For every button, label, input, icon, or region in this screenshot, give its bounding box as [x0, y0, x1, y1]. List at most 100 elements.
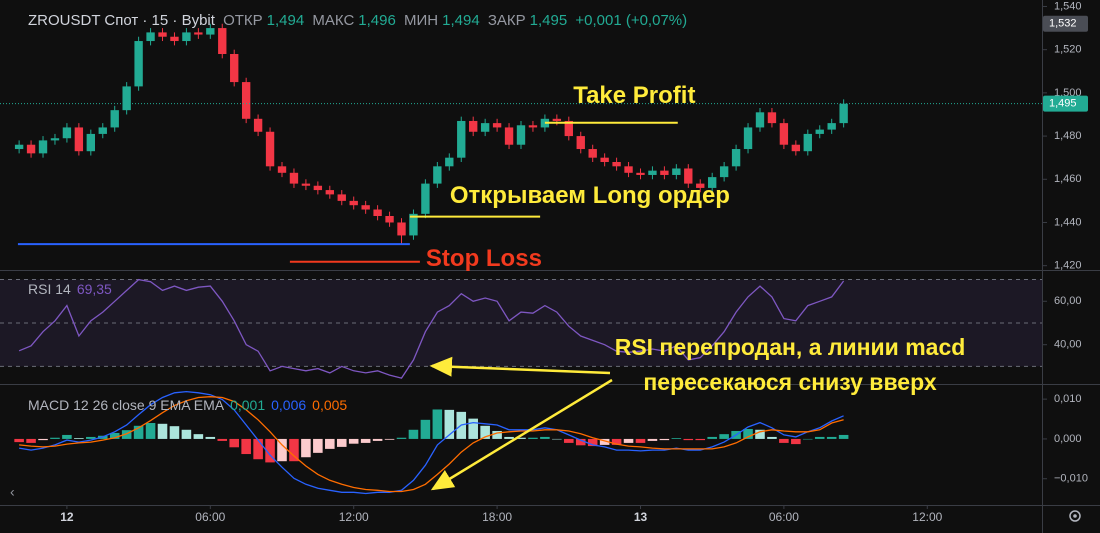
y-tick-label: 1,440	[1054, 216, 1082, 228]
histogram-bar	[599, 438, 610, 445]
candle-body	[660, 170, 669, 175]
histogram-bar	[384, 438, 395, 440]
legend-value: 1,494	[266, 12, 305, 29]
scroll-left[interactable]: ‹	[10, 484, 15, 500]
y-tick-label: 1,420	[1054, 260, 1082, 272]
candle-body	[755, 112, 765, 128]
y-tick-label: 40,00	[1054, 339, 1082, 351]
histogram-bar	[86, 436, 96, 439]
histogram-bar	[62, 434, 72, 439]
histogram-bar	[205, 436, 216, 439]
candle-body	[289, 172, 299, 184]
change: +0,001 (+0,07%)	[575, 12, 688, 29]
histogram-bar	[755, 429, 765, 439]
histogram-bar	[26, 438, 36, 443]
candle-body	[552, 118, 562, 121]
histogram-bar	[587, 438, 598, 447]
settings-icon[interactable]	[1069, 510, 1081, 522]
candle-body	[397, 222, 406, 236]
candle-body	[170, 36, 179, 42]
histogram-bar	[719, 434, 729, 439]
histogram-bar	[360, 438, 371, 443]
histogram-bar	[348, 438, 359, 444]
histogram-bar	[767, 436, 777, 439]
histogram-bar	[635, 438, 646, 443]
histogram-bar	[241, 438, 251, 455]
y-tick-label: −0,010	[1054, 473, 1088, 485]
candle-body	[373, 209, 382, 216]
histogram-bar	[372, 438, 383, 441]
histogram-bar	[838, 434, 849, 439]
histogram-bar	[14, 438, 24, 443]
histogram-bar	[181, 429, 192, 439]
y-tick-label: 1,460	[1054, 173, 1082, 185]
histogram-bar	[420, 419, 431, 439]
candle-body	[14, 144, 24, 150]
histogram-bar	[528, 437, 538, 439]
candle-body	[146, 32, 155, 42]
annotation-label: Открываем Long ордер	[450, 182, 730, 209]
rsi-title: RSI 14	[28, 281, 71, 297]
histogram-bar	[336, 438, 347, 447]
histogram-bar	[408, 429, 419, 439]
candle-body	[325, 190, 334, 195]
candle-body	[194, 32, 203, 35]
histogram-bar	[253, 438, 263, 460]
symbol: ZROUSDT Спот · 15 · Bybit	[28, 12, 215, 29]
x-tick-label: 06:00	[195, 510, 225, 524]
histogram-bar	[492, 430, 502, 439]
x-tick-label: 18:00	[482, 510, 512, 524]
candle-body	[528, 125, 538, 128]
histogram-bar	[611, 438, 622, 445]
candle-body	[696, 183, 705, 188]
y-tick-label: 0,010	[1054, 393, 1082, 405]
histogram-bar	[157, 423, 168, 439]
annotation-label: пересекаюся снизу вверх	[643, 369, 936, 395]
histogram-bar	[826, 436, 837, 439]
candle-body	[421, 183, 430, 214]
histogram-bar	[695, 438, 706, 441]
candle-body	[743, 127, 753, 150]
rsi-legend: RSI 14 69,35	[28, 281, 118, 297]
x-tick-label: 13	[634, 510, 648, 524]
candle-body	[684, 168, 693, 184]
histogram-bar	[468, 418, 478, 439]
candle-body	[253, 118, 263, 132]
candle-body	[110, 110, 119, 128]
candle-body	[731, 149, 741, 167]
candle-body	[433, 166, 442, 184]
candle-body	[313, 185, 323, 191]
candle-body	[815, 129, 824, 134]
candle-body	[265, 131, 275, 167]
arrow	[429, 356, 611, 377]
histogram-bar	[803, 438, 813, 440]
histogram-bar	[575, 438, 586, 446]
candle-body	[301, 183, 311, 186]
candle-body	[767, 112, 777, 124]
candle-body	[445, 157, 454, 167]
last-price-box	[1043, 95, 1088, 112]
candle-body	[480, 123, 490, 132]
legend-label: МИН	[404, 12, 439, 29]
candle-body	[672, 168, 681, 175]
candle-body	[457, 120, 466, 158]
candle-body	[62, 127, 72, 139]
histogram-bar	[683, 438, 694, 441]
histogram-bar	[779, 438, 789, 443]
candle-body	[719, 166, 729, 178]
candle-body	[600, 157, 609, 162]
histogram-bar	[504, 436, 514, 439]
histogram-bar	[50, 437, 60, 439]
candle-body	[230, 54, 239, 83]
header: ZROUSDT Спот · 15 · Bybit ОТКР 1,494 МАКС…	[28, 12, 691, 29]
histogram-bar	[193, 434, 204, 439]
histogram-bar	[707, 436, 717, 439]
candle-body	[803, 133, 812, 152]
last-price-label: 1,495	[1049, 98, 1077, 110]
rsi-value: 69,35	[76, 281, 112, 297]
histogram-bar	[516, 437, 526, 439]
histogram-bar	[38, 438, 48, 441]
histogram-bar	[277, 438, 287, 462]
histogram-bar	[480, 425, 490, 439]
candle-body	[469, 120, 478, 132]
